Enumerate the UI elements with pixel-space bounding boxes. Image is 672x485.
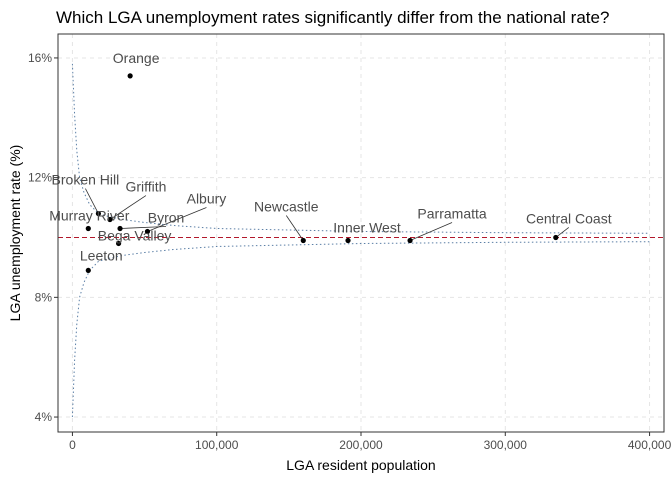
point-leeton [85, 267, 91, 274]
leader-griffith [109, 195, 147, 220]
point-label-bega-valley: Bega Valley [98, 227, 172, 243]
y-tick-label-3: 16% [28, 51, 52, 65]
point-label-parramatta: Parramatta [417, 205, 486, 221]
point-labels: Orange Broken Hill Griffith Murray River Alb… [49, 50, 611, 264]
point-label-griffith: Griffith [125, 179, 166, 195]
point-label-broken-hill: Broken Hill [52, 172, 120, 188]
point-albury [144, 228, 151, 235]
y-tick-label-2: 12% [28, 171, 52, 185]
x-tick-label-2: 200,000 [339, 438, 383, 452]
leader-parramatta [409, 222, 453, 241]
axes: 0 100,000 200,000 300,000 400,000 4% 8% 12% 16% [28, 33, 672, 452]
point-label-murray-river: Murray River [49, 208, 129, 224]
x-tick-label-1: 100,000 [195, 438, 239, 452]
label-leaders [85, 188, 570, 241]
point-orange [127, 73, 133, 79]
x-tick-label-3: 300,000 [484, 438, 528, 452]
point-bega-valley [116, 240, 122, 247]
point-byron [117, 225, 123, 232]
point-label-inner-west: Inner West [333, 219, 401, 235]
point-label-central-coast: Central Coast [526, 210, 612, 226]
point-label-byron: Byron [148, 210, 185, 226]
point-central-coast [553, 234, 559, 241]
point-label-orange: Orange [113, 50, 160, 66]
x-tick-label-4: 400,000 [628, 438, 672, 452]
point-parramatta [407, 237, 413, 244]
y-tick-label-1: 8% [35, 290, 53, 304]
leader-broken-hill [85, 188, 99, 214]
grid [58, 34, 664, 432]
y-tick-label-0: 4% [35, 410, 53, 424]
leader-byron [120, 226, 167, 229]
control-limits [71, 63, 650, 418]
point-label-leeton: Leeton [80, 247, 123, 263]
point-label-newcastle: Newcastle [254, 198, 319, 214]
point-inner-west [345, 237, 351, 244]
leader-central-coast [555, 227, 570, 238]
leader-newcastle [285, 215, 304, 241]
lower-control-limit [71, 241, 650, 418]
data-points [85, 73, 559, 274]
x-axis-title: LGA resident population [286, 457, 435, 473]
upper-control-limit [71, 63, 650, 234]
point-label-albury: Albury [187, 191, 227, 207]
x-tick-label-0: 0 [69, 438, 76, 452]
point-newcastle [300, 237, 306, 244]
point-murray-river [85, 225, 91, 232]
leader-albury [147, 207, 207, 232]
point-griffith [107, 216, 113, 223]
chart-title: Which LGA unemployment rates significant… [56, 8, 609, 27]
point-broken-hill [95, 210, 101, 217]
y-axis-title: LGA unemployment rate (%) [7, 145, 23, 322]
